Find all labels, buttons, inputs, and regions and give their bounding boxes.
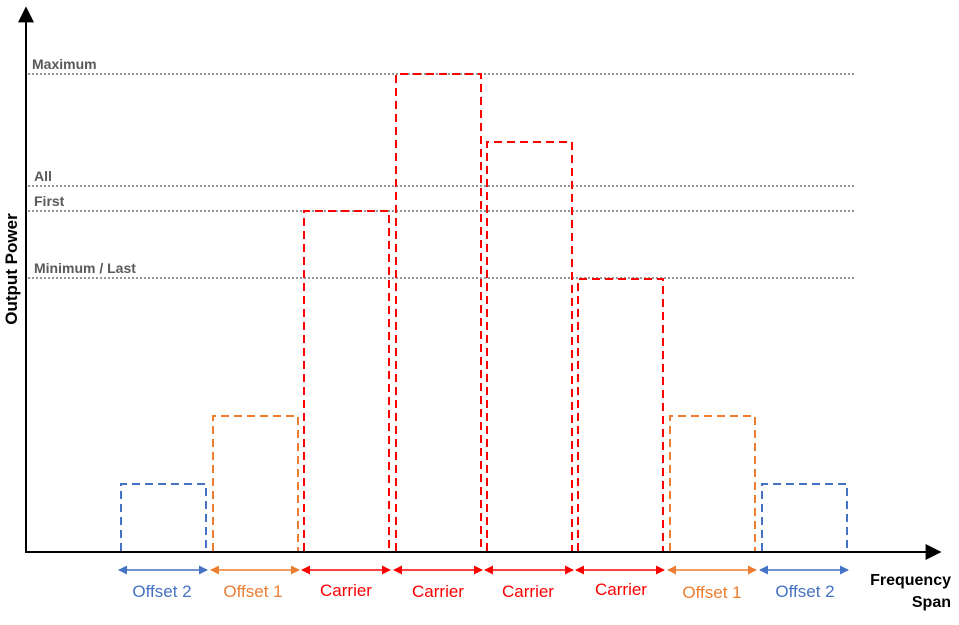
block-labels: Offset 2 Offset 1 Carrier Carrier Carrie… (132, 580, 834, 602)
x-axis-label-line1: Frequency (870, 572, 951, 589)
y-axis-label: Output Power (2, 213, 21, 325)
block-label-offset1-right: Offset 1 (682, 583, 741, 602)
level-label-minimum: Minimum / Last (34, 260, 136, 276)
block-carrier-3 (486, 141, 573, 551)
block-offset1-right (669, 415, 756, 551)
level-label-first: First (34, 193, 65, 209)
block-label-carrier-4: Carrier (595, 580, 647, 599)
block-label-carrier-1: Carrier (320, 581, 372, 600)
block-offset2-right (761, 483, 848, 551)
level-labels: Maximum All First Minimum / Last (32, 56, 136, 276)
block-offset2-left (120, 483, 207, 551)
x-axis-label-line2: Span (911, 594, 951, 611)
level-label-all: All (34, 168, 52, 184)
block-carrier-4 (577, 278, 664, 551)
level-label-maximum: Maximum (32, 56, 97, 72)
block-label-offset2-left: Offset 2 (132, 582, 191, 601)
level-lines (28, 73, 856, 279)
block-carrier-2 (395, 73, 482, 551)
block-label-offset2-right: Offset 2 (775, 582, 834, 601)
block-offset1-left (212, 415, 299, 551)
x-axis-label: Frequency Span (870, 570, 951, 614)
block-label-offset1-left: Offset 1 (223, 582, 282, 601)
channel-blocks (120, 73, 848, 551)
block-label-carrier-3: Carrier (502, 582, 554, 601)
block-carrier-1 (303, 210, 390, 551)
block-label-carrier-2: Carrier (412, 582, 464, 601)
